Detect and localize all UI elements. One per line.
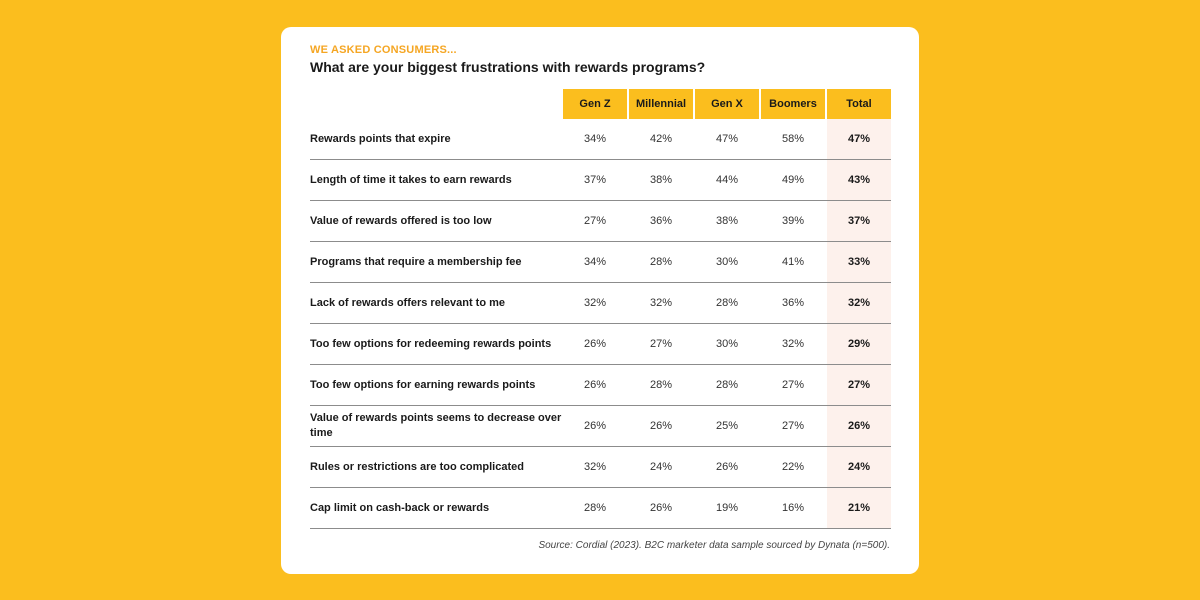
cell-millennial: 42% [649, 133, 673, 145]
table-row: Length of time it takes to earn rewards 3… [310, 160, 891, 201]
chart-title: What are your biggest frustrations with … [310, 59, 706, 75]
table-row: Value of rewards offered is too low 27% 36… [310, 201, 891, 242]
cell-boomers: 16% [781, 502, 805, 514]
table-row: Cap limit on cash-back or rewards 28% 26% 1… [310, 488, 891, 529]
table-body: Rewards points that expire 34% 42% 47% 58% 47… [310, 119, 891, 529]
cell-gen-z: 26% [583, 379, 607, 391]
cell-gen-z: 26% [583, 338, 607, 350]
cell-total: 37% [827, 201, 891, 241]
row-label: Programs that require a membership fee [310, 255, 522, 268]
row-label: Value of rewards points seems to decreas… [310, 412, 562, 439]
table-row: Too few options for redeeming rewards po… [310, 324, 891, 365]
cell-total: 33% [827, 242, 891, 282]
column-header-millennial: Millennial [629, 89, 693, 119]
cell-millennial: 28% [649, 379, 673, 391]
cell-millennial: 28% [649, 256, 673, 268]
cell-total: 43% [827, 160, 891, 200]
cell-boomers: 32% [781, 338, 805, 350]
cell-gen-z: 32% [583, 461, 607, 473]
cell-total: 24% [827, 447, 891, 487]
table-row: Programs that require a membership fee 34… [310, 242, 891, 283]
source-note: Source: Cordial (2023). B2C marketer dat… [538, 540, 890, 551]
row-label: Too few options for redeeming rewards po… [310, 337, 552, 350]
cell-gen-x: 19% [715, 502, 739, 514]
cell-millennial: 26% [649, 420, 673, 432]
cell-boomers: 41% [781, 256, 805, 268]
cell-gen-x: 30% [715, 338, 739, 350]
cell-total: 32% [827, 283, 891, 323]
row-label: Value of rewards offered is too low [310, 214, 492, 227]
cell-gen-z: 37% [583, 174, 607, 186]
cell-total: 27% [827, 365, 891, 405]
cell-gen-z: 34% [583, 133, 607, 145]
cell-gen-x: 38% [715, 215, 739, 227]
row-label: Rules or restrictions are too complicate… [310, 460, 524, 473]
row-label: Rewards points that expire [310, 132, 451, 145]
eyebrow-label: WE ASKED CONSUMERS... [310, 44, 457, 56]
row-label: Lack of rewards offers relevant to me [310, 296, 506, 309]
column-header-gen-x: Gen X [695, 89, 759, 119]
cell-boomers: 39% [781, 215, 805, 227]
cell-millennial: 36% [649, 215, 673, 227]
row-label: Length of time it takes to earn rewards [310, 173, 512, 186]
row-label: Cap limit on cash-back or rewards [310, 501, 490, 514]
cell-boomers: 27% [781, 379, 805, 391]
table-row: Too few options for earning rewards poin… [310, 365, 891, 406]
cell-gen-z: 32% [583, 297, 607, 309]
table-row: Rules or restrictions are too complicate… [310, 447, 891, 488]
cell-total: 26% [827, 406, 891, 446]
cell-millennial: 38% [649, 174, 673, 186]
cell-millennial: 27% [649, 338, 673, 350]
cell-total: 29% [827, 324, 891, 364]
survey-card: WE ASKED CONSUMERS... What are your bigg… [281, 27, 919, 574]
cell-gen-x: 44% [715, 174, 739, 186]
cell-gen-x: 28% [715, 297, 739, 309]
cell-gen-x: 25% [715, 420, 739, 432]
cell-gen-x: 30% [715, 256, 739, 268]
cell-total: 47% [827, 119, 891, 159]
cell-millennial: 32% [649, 297, 673, 309]
row-label: Too few options for earning rewards poin… [310, 378, 536, 391]
table-row: Value of rewards points seems to decreas… [310, 406, 891, 447]
cell-boomers: 36% [781, 297, 805, 309]
cell-gen-x: 26% [715, 461, 739, 473]
cell-boomers: 22% [781, 461, 805, 473]
cell-gen-z: 28% [583, 502, 607, 514]
cell-gen-x: 28% [715, 379, 739, 391]
cell-gen-z: 27% [583, 215, 607, 227]
frustrations-table: Gen Z Millennial Gen X Boomers Total Rewards… [310, 89, 891, 529]
cell-total: 21% [827, 488, 891, 528]
table-row: Lack of rewards offers relevant to me 32%… [310, 283, 891, 324]
cell-boomers: 27% [781, 420, 805, 432]
cell-millennial: 26% [649, 502, 673, 514]
cell-gen-z: 26% [583, 420, 607, 432]
table-row: Rewards points that expire 34% 42% 47% 58% 47… [310, 119, 891, 160]
cell-gen-x: 47% [715, 133, 739, 145]
table-header-row: Gen Z Millennial Gen X Boomers Total [310, 89, 891, 119]
cell-boomers: 49% [781, 174, 805, 186]
column-header-gen-z: Gen Z [563, 89, 627, 119]
cell-gen-z: 34% [583, 256, 607, 268]
cell-millennial: 24% [649, 461, 673, 473]
cell-boomers: 58% [781, 133, 805, 145]
column-header-total: Total [827, 89, 891, 119]
column-header-boomers: Boomers [761, 89, 825, 119]
